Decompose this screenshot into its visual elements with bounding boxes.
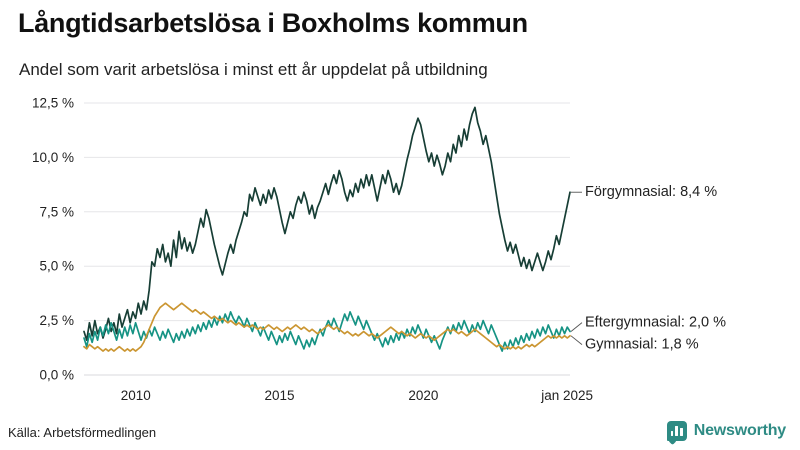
x-axis-tick-label: 2020 (408, 388, 438, 403)
logo-bar-1 (670, 431, 674, 436)
y-axis-tick-label: 10,0 % (32, 150, 74, 165)
y-axis-tick-label: 5,0 % (39, 259, 74, 274)
bar-chart-pin-icon (666, 421, 687, 441)
brand-name: Newsworthy (693, 422, 786, 439)
logo-bar-2 (675, 426, 679, 436)
page-title: Långtidsarbetslösa i Boxholms kommun (18, 8, 528, 38)
y-axis-tick-label: 2,5 % (39, 313, 74, 328)
x-axis-tick-label: 2010 (121, 388, 151, 403)
y-axis-tick-label: 7,5 % (39, 204, 74, 219)
series-line-eftergymnasial (83, 311, 571, 352)
series-end-label-gymnasial: Gymnasial: 1,8 % (585, 336, 699, 352)
y-axis-tick-label: 12,5 % (32, 96, 74, 111)
series-line-förgymnasial (83, 106, 571, 342)
logo-bar-3 (680, 428, 683, 436)
series-end-label-förgymnasial: Förgymnasial: 8,4 % (585, 184, 717, 200)
series-line-gymnasial (83, 302, 571, 352)
chart-container: 0,0 % 2,5 % 5,0 % 7,5 % 10,0 % 12,5 % 2010 2015… (0, 88, 800, 408)
brand-logo: Newsworthy (666, 421, 786, 441)
series-end-label-eftergymnasial: Eftergymnasial: 2,0 % (585, 314, 726, 330)
x-axis-tick-label: 2015 (265, 388, 295, 403)
annotation-leader-line (570, 322, 583, 332)
x-axis-tick-label: jan 2025 (540, 388, 593, 403)
line-chart: 0,0 % 2,5 % 5,0 % 7,5 % 10,0 % 12,5 % 2010 2015… (32, 96, 726, 404)
y-axis-tick-label: 0,0 % (39, 368, 74, 383)
annotation-leader-line (570, 335, 583, 346)
page-subtitle: Andel som varit arbetslösa i minst ett å… (19, 60, 488, 79)
source-note: Källa: Arbetsförmedlingen (8, 425, 157, 440)
